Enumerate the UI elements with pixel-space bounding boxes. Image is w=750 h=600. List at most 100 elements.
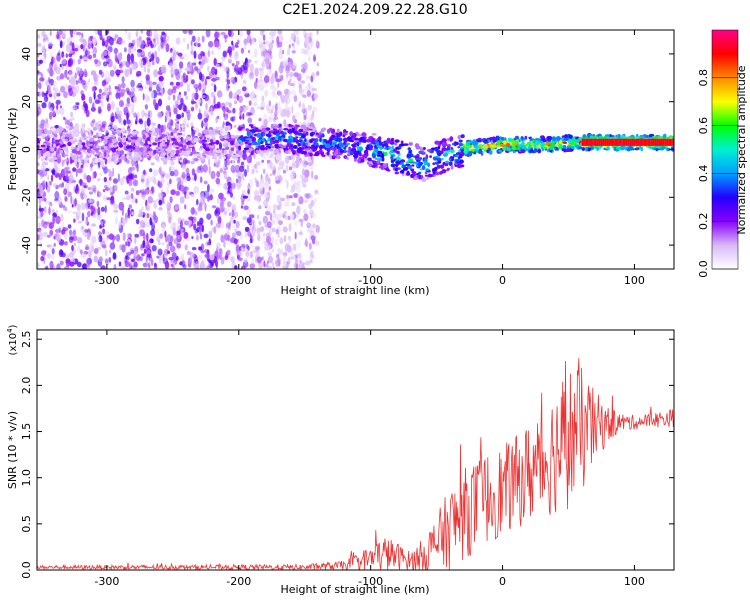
spectrogram-cell — [43, 56, 46, 63]
spectrogram-cell — [242, 152, 248, 161]
spectrogram-cell — [314, 138, 319, 143]
spectrogram-cell — [280, 166, 284, 170]
spectrogram-cell — [326, 151, 330, 156]
spectrogram-cell — [66, 76, 70, 81]
spectrogram-cell — [140, 178, 145, 182]
spectrogram-cell — [99, 172, 103, 176]
spectrogram-cell — [75, 67, 81, 71]
spectrogram-cell — [170, 69, 173, 73]
spectrogram-cell — [146, 213, 150, 219]
spectrogram-cell — [73, 218, 76, 223]
spectrogram-cell — [191, 130, 195, 138]
spectrogram-cell — [177, 158, 181, 162]
spectrogram-cell — [72, 211, 78, 215]
spectrogram-cell — [286, 244, 292, 253]
spectrogram-cell — [150, 229, 156, 237]
spectrogram-cell — [170, 235, 174, 243]
spectrogram-cell — [310, 250, 314, 258]
spectrogram-cell — [77, 168, 83, 174]
spectrogram-cell — [232, 107, 236, 114]
spectrogram-cell — [144, 103, 148, 109]
spectrogram-cell — [226, 249, 231, 255]
spectrogram-cell — [186, 83, 190, 93]
spectrogram-cell — [198, 82, 202, 91]
spectrogram-cell — [281, 59, 286, 67]
spectrogram-cell — [70, 111, 74, 118]
spectrogram-cell — [432, 162, 436, 165]
spectrogram-cell — [156, 41, 162, 47]
spectrogram-cell — [110, 129, 114, 132]
spectrogram-cell — [364, 157, 368, 161]
spectrogram-cell — [270, 76, 275, 85]
spectrogram-cell — [202, 88, 205, 95]
spectrogram-cell — [154, 127, 160, 133]
spectrogram-cell — [267, 107, 272, 114]
spectrogram-cell — [224, 37, 227, 43]
spectrogram-cell — [76, 261, 82, 268]
spectrogram-cell — [94, 99, 100, 105]
spectrogram-cell — [208, 262, 211, 267]
spectrogram-cell — [265, 197, 270, 202]
spectrogram-cell — [277, 30, 283, 35]
spectrogram-cell — [115, 54, 118, 63]
spectrogram-cell — [284, 215, 289, 221]
spectrogram-cell — [374, 139, 379, 144]
spectrogram-cell — [246, 61, 250, 68]
spectrogram-cell — [158, 79, 164, 88]
spectrogram-cell — [105, 95, 108, 101]
spectrogram-cell — [381, 144, 387, 147]
spectrogram-cell — [49, 229, 52, 238]
spectrogram-cell — [38, 222, 41, 228]
spectrogram-cell — [130, 193, 134, 199]
spectrogram-cell — [283, 235, 287, 243]
spectrogram-cell — [215, 213, 220, 219]
spectrogram-cell — [84, 50, 90, 56]
spectrogram-cell — [303, 208, 307, 215]
spectrogram-cell — [37, 109, 40, 117]
spectrogram-cell — [56, 235, 61, 243]
spectrogram-cell — [152, 200, 157, 204]
spectrogram-cell — [37, 42, 42, 47]
spectrogram-cell — [53, 242, 56, 247]
spectrogram-cell — [72, 105, 75, 110]
spectrogram-cell — [250, 91, 256, 100]
spectrogram-cell — [294, 126, 298, 131]
spectrogram-cell — [240, 47, 244, 54]
spectrogram-cell — [108, 126, 111, 129]
spectrogram-cell — [186, 250, 191, 256]
spectrogram-cell — [169, 245, 176, 253]
spectrogram-cell — [52, 215, 56, 225]
spectrogram-cell — [98, 235, 103, 243]
spectrogram-cell — [448, 161, 453, 167]
spectrogram-cell — [85, 157, 89, 161]
spectrogram-cell — [287, 57, 291, 63]
spectrogram-cell — [167, 181, 170, 188]
spectrogram-cell — [268, 100, 271, 107]
spectrogram-cell — [113, 66, 117, 71]
spectrogram-cell — [127, 207, 131, 216]
spectrogram-cell — [274, 103, 278, 111]
spectrogram-cell — [289, 213, 295, 220]
spectrogram-cell — [272, 204, 278, 210]
spectrogram-cell — [144, 188, 150, 195]
spectrogram-cell — [80, 187, 85, 193]
spectrogram-cell — [217, 197, 220, 204]
spectrogram-cell — [136, 39, 139, 48]
spectrogram-cell — [173, 238, 178, 245]
spectrogram-cell — [303, 115, 307, 121]
spectrogram-cell — [282, 213, 286, 219]
spectrogram-cell — [88, 36, 91, 46]
spectrogram-cell — [133, 46, 136, 52]
spectrogram-cell — [265, 173, 269, 182]
spectrogram-cell — [177, 93, 182, 101]
spectrogram-cell — [190, 45, 194, 51]
spectrogram-cell — [203, 180, 208, 185]
spectrogram-cell — [279, 237, 284, 245]
spectrogram-cell — [303, 107, 308, 114]
spectrogram-cell — [80, 164, 84, 169]
spectrogram-cell — [83, 158, 89, 168]
spectrogram-cell — [66, 37, 73, 44]
spectrogram-cell — [270, 162, 275, 172]
spectrogram-cell — [194, 173, 197, 182]
spectrogram-cell — [258, 37, 262, 46]
